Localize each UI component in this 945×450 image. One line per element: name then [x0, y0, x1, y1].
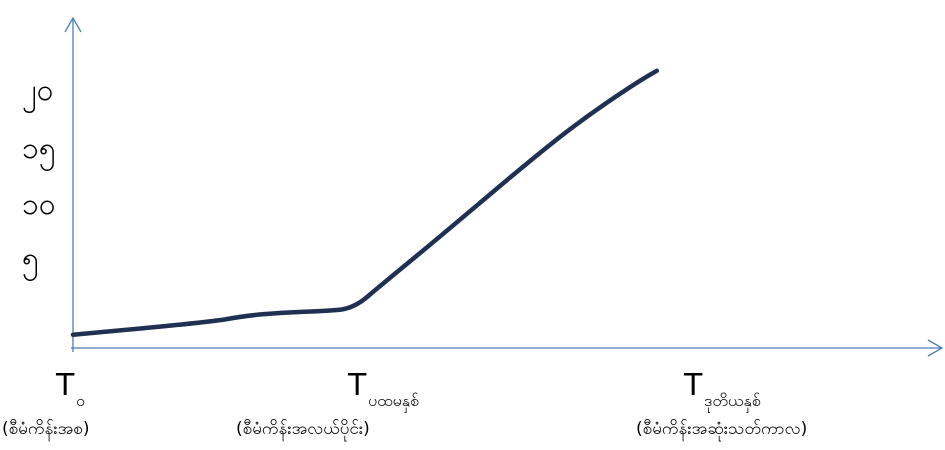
x-tick-label-main: T [55, 368, 75, 403]
x-axis-arrowhead [927, 339, 944, 357]
y-tick-label: ၂၀ [22, 73, 54, 114]
axes [64, 16, 944, 357]
x-tick-label-subscript: ပထမနှစ် [368, 391, 419, 413]
y-tick-label: ၁၅ [22, 131, 56, 172]
x-tick-group: T ၀ (စီမံကိန်းအစ) [2, 368, 89, 442]
series-layer [70, 68, 660, 338]
y-tick-labels: ၂၀ ၁၅ ၁၀ ၅ [22, 73, 56, 282]
x-tick-label-main: T [683, 368, 703, 403]
series-line [70, 68, 660, 338]
x-tick-label-note: (စီမံကိန်းအလယ်ပိုင်း) [236, 419, 370, 442]
y-tick-label: ၁၀ [22, 187, 56, 222]
x-tick-group: T ဒုတိယနှစ် (စီမံကိန်းအဆုံးသတ်ကာလ) [636, 368, 807, 442]
y-axis-arrowhead [64, 16, 82, 33]
x-tick-label-main: T [347, 368, 367, 403]
x-tick-label-note: (စီမံကိန်းအဆုံးသတ်ကာလ) [636, 419, 807, 442]
x-tick-group: T ပထမနှစ် (စီမံကိန်းအလယ်ပိုင်း) [236, 368, 419, 442]
x-tick-labels: T ၀ (စီမံကိန်းအစ) T ပထမနှစ် (စီမံကိန်းအလ… [2, 368, 807, 442]
x-tick-label-subscript: ၀ [76, 391, 85, 410]
x-tick-label-note: (စီမံကိန်းအစ) [2, 419, 89, 442]
y-tick-label: ၅ [22, 241, 39, 282]
x-tick-label-subscript: ဒုတိယနှစ် [704, 391, 761, 413]
